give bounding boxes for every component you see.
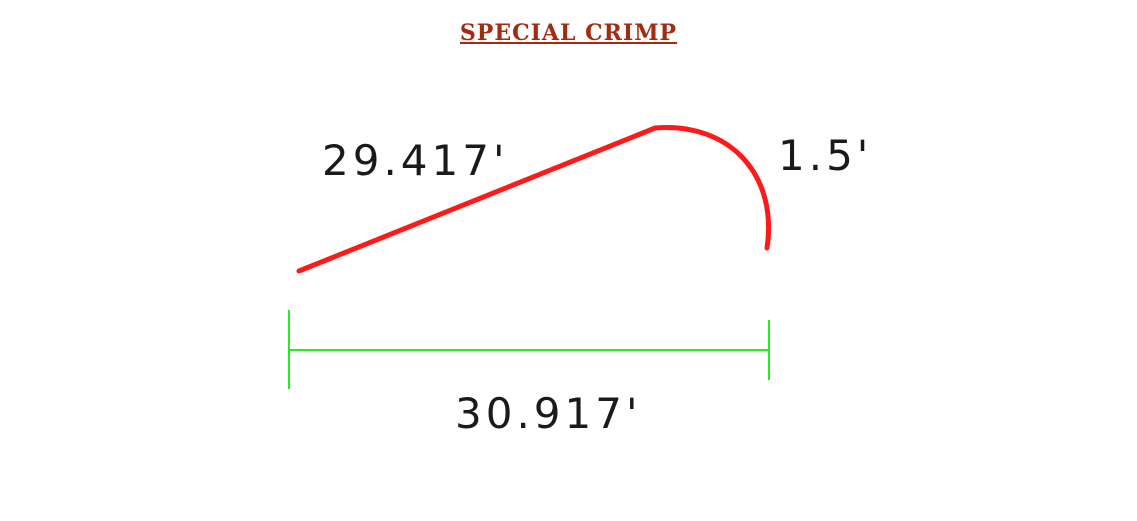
page-title: SPECIAL CRIMP — [459, 20, 678, 46]
hook-length-label: 1.5' — [778, 131, 872, 180]
overall-length-label: 30.917' — [455, 389, 642, 438]
slope-length-label: 29.417' — [322, 136, 509, 185]
overall-dimension — [288, 310, 770, 389]
crimp-profile-line — [296, 125, 771, 274]
